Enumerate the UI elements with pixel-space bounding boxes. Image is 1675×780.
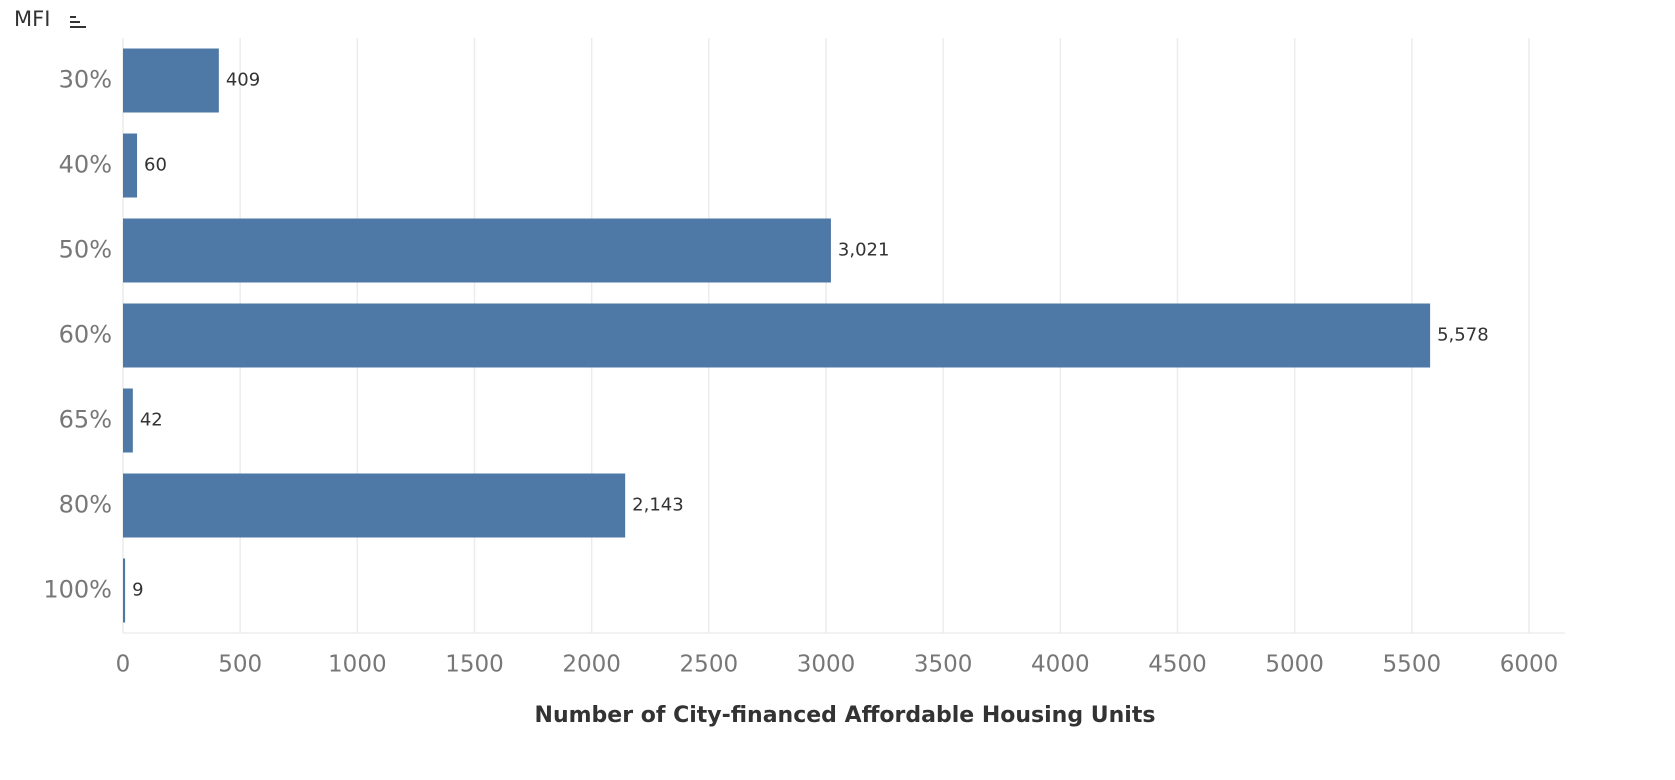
x-tick-label: 500 — [218, 652, 262, 678]
x-tick-label: 5000 — [1265, 652, 1324, 678]
x-tick-label: 3000 — [797, 652, 856, 678]
x-axis-title: Number of City-financed Affordable Housi… — [535, 703, 1156, 728]
x-tick-label: 5500 — [1383, 652, 1442, 678]
value-label: 60 — [144, 155, 167, 176]
value-label: 409 — [226, 70, 260, 91]
bar — [123, 48, 219, 113]
x-tick-label: 2500 — [680, 652, 739, 678]
value-label: 5,578 — [1437, 325, 1489, 346]
y-tick-label: 80% — [59, 491, 112, 519]
value-label: 9 — [132, 580, 143, 601]
bar — [123, 303, 1431, 368]
x-tick-label: 1000 — [328, 652, 387, 678]
y-tick-label: 60% — [59, 321, 112, 349]
bar — [123, 388, 133, 453]
sort-icon — [70, 16, 86, 28]
y-axis-title: MFI — [14, 7, 50, 31]
bar — [123, 133, 138, 198]
x-tick-label: 4000 — [1031, 652, 1090, 678]
x-tick-label: 6000 — [1500, 652, 1559, 678]
x-tick-label: 4500 — [1148, 652, 1207, 678]
x-tick-label: 1500 — [445, 652, 504, 678]
x-tick-label: 3500 — [914, 652, 973, 678]
value-label: 42 — [140, 410, 163, 431]
x-tick-label: 0 — [116, 652, 131, 678]
bar — [123, 473, 626, 538]
x-tick-label: 2000 — [562, 652, 621, 678]
value-label: 3,021 — [838, 240, 890, 261]
y-tick-label: 30% — [59, 66, 112, 94]
bar — [123, 558, 126, 623]
y-tick-label: 65% — [59, 406, 112, 434]
y-tick-label: 40% — [59, 151, 112, 179]
y-tick-label: 100% — [43, 576, 112, 604]
bar — [123, 218, 831, 283]
value-label: 2,143 — [632, 495, 684, 516]
y-tick-label: 50% — [59, 236, 112, 264]
